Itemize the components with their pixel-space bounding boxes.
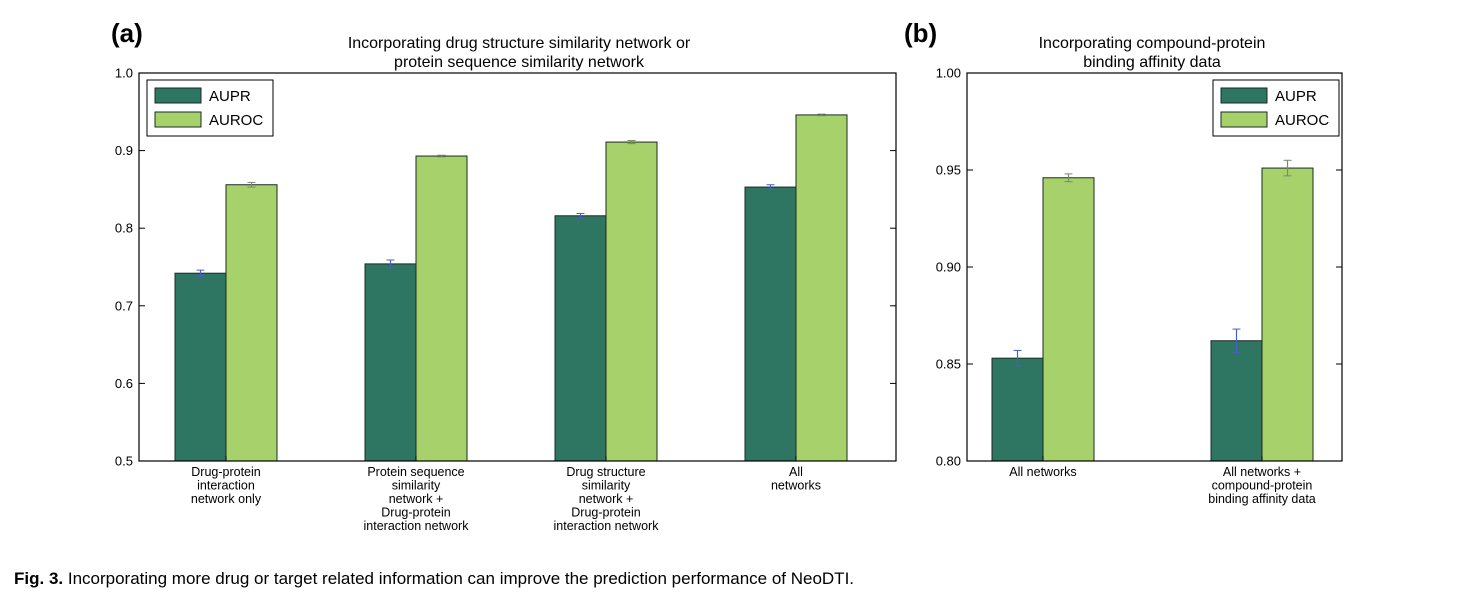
bar-aupr [991, 357, 1044, 462]
caption-label: Fig. 3. [14, 569, 64, 588]
x-tick-label: All [789, 465, 803, 479]
x-tick-label: similarity [392, 479, 441, 493]
x-tick-label: interaction network [554, 519, 660, 533]
y-tick-label: 0.95 [936, 163, 961, 178]
panel-b-chart: (b) Incorporating compound-protein binding… [904, 18, 1343, 506]
y-tick-label: 0.6 [115, 376, 133, 391]
legend-label-auroc: AUROC [209, 112, 263, 129]
legend-label-auroc: AUROC [1275, 112, 1329, 129]
bar-auroc [225, 184, 278, 462]
y-tick-label: 0.9 [115, 143, 133, 158]
x-tick-label: similarity [582, 479, 631, 493]
panel-label: (a) [111, 18, 143, 48]
y-tick-label: 0.8 [115, 221, 133, 236]
bar-aupr [174, 272, 227, 462]
bar-auroc [1042, 177, 1095, 462]
y-tick-label: 0.90 [936, 260, 961, 275]
legend-swatch-aupr [154, 87, 202, 104]
x-tick-label: network + [389, 492, 444, 506]
figure-caption: Fig. 3. Incorporating more drug or targe… [14, 569, 854, 589]
bar-aupr [1210, 340, 1263, 462]
x-tick-label: Drug structure [566, 465, 645, 479]
legend-label-aupr: AUPR [1275, 88, 1317, 105]
chart-title: protein sequence similarity network [394, 54, 645, 71]
x-tick-label: Drug-protein [381, 506, 451, 520]
legend-swatch-auroc [154, 111, 202, 128]
bar-auroc [415, 155, 468, 462]
x-tick-label: interaction network [364, 519, 470, 533]
caption-text: Incorporating more drug or target relate… [63, 569, 855, 588]
bar-aupr [554, 215, 607, 462]
legend-swatch-auroc [1220, 111, 1268, 128]
x-tick-label: All networks + [1223, 465, 1301, 479]
x-tick-label: interaction [197, 479, 255, 493]
bar-aupr [744, 186, 797, 462]
bar-auroc [795, 114, 848, 462]
panel-label: (b) [904, 18, 937, 48]
x-tick-label: Drug-protein [191, 465, 261, 479]
y-tick-label: 0.85 [936, 357, 961, 372]
x-tick-label: networks [771, 479, 821, 493]
chart-title: Incorporating drug structure similarity … [348, 35, 691, 52]
plot-frame [966, 72, 1343, 462]
y-tick-label: 0.7 [115, 298, 133, 313]
x-tick-label: All networks [1009, 465, 1076, 479]
bar-auroc [1261, 167, 1314, 462]
plot-frame [138, 72, 897, 462]
y-tick-label: 0.5 [115, 454, 133, 469]
x-tick-label: compound-protein [1212, 479, 1313, 493]
y-tick-label: 1.0 [115, 66, 133, 81]
bar-auroc [605, 141, 658, 462]
y-tick-label: 1.00 [936, 66, 961, 81]
x-tick-label: Drug-protein [571, 506, 641, 520]
panel-a-chart: (a) Incorporating drug structure similari… [111, 18, 897, 533]
legend-label-aupr: AUPR [209, 88, 251, 105]
x-tick-label: network + [579, 492, 634, 506]
chart-title: Incorporating compound-protein [1039, 35, 1266, 52]
x-tick-label: binding affinity data [1208, 492, 1316, 506]
legend: AUPR AUROC [146, 79, 274, 137]
legend-swatch-aupr [1220, 87, 1268, 104]
bar-aupr [364, 263, 417, 462]
legend: AUPR AUROC [1212, 79, 1340, 137]
chart-title: binding affinity data [1083, 54, 1221, 71]
x-tick-label: Protein sequence [367, 465, 464, 479]
x-tick-label: network only [191, 492, 262, 506]
y-tick-label: 0.80 [936, 454, 961, 469]
